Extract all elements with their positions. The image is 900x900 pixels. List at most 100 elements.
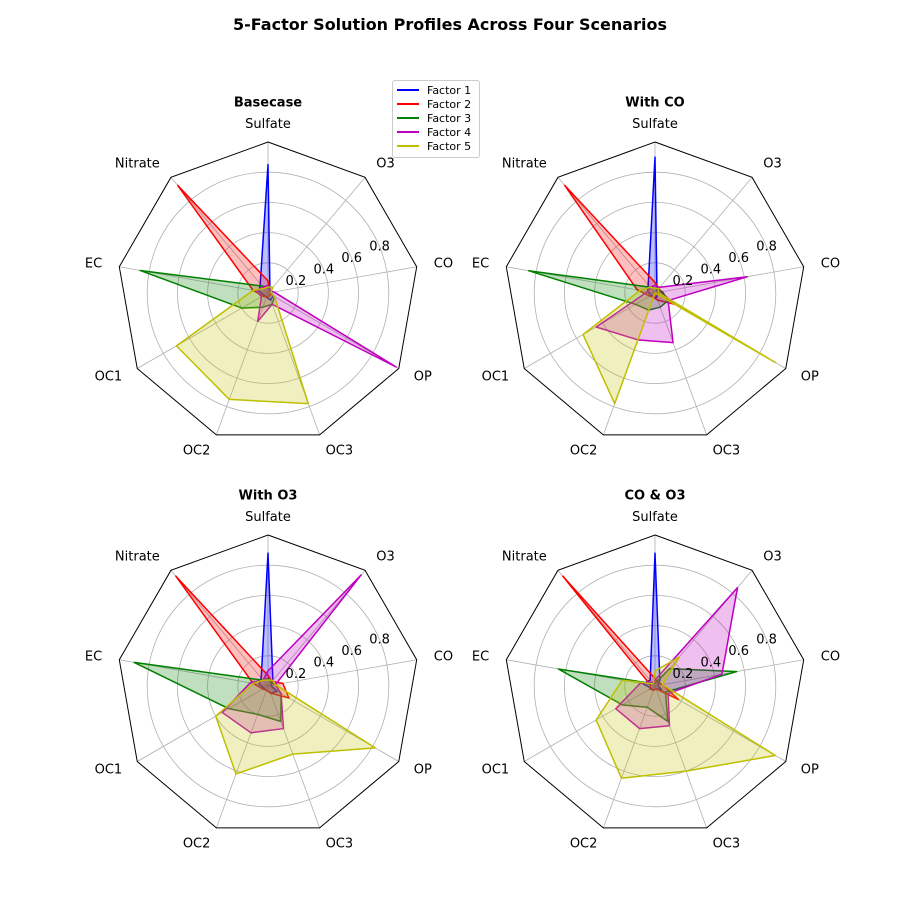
legend-label: Factor 3 <box>427 111 472 125</box>
radial-tick-label: 0.2 <box>286 667 307 682</box>
axis-label-oc2: OC2 <box>570 837 598 852</box>
legend-label: Factor 5 <box>427 139 472 153</box>
spoke-gridline <box>267 177 366 294</box>
radial-tick-label: 0.4 <box>313 262 334 277</box>
legend-swatch-factor-2 <box>397 103 419 105</box>
radial-tick-label: 0.4 <box>700 262 721 277</box>
axis-label-op: OP <box>801 370 819 385</box>
series-factor-5 <box>214 679 376 775</box>
axis-label-o3: O3 <box>376 550 395 565</box>
axis-label-oc1: OC1 <box>95 763 123 778</box>
series-factor-5 <box>595 656 777 779</box>
spoke-gridline <box>654 266 804 294</box>
axis-label-ec: EC <box>85 649 102 664</box>
legend-swatch-factor-4 <box>397 131 419 133</box>
spoke-gridline <box>267 685 321 829</box>
axis-label-oc1: OC1 <box>482 763 510 778</box>
radial-tick-label: 0.6 <box>728 251 749 266</box>
axis-label-oc3: OC3 <box>326 837 354 852</box>
series-factor-3 <box>557 667 738 723</box>
axis-label-oc3: OC3 <box>326 444 354 459</box>
radial-tick-label: 0.2 <box>673 667 694 682</box>
legend-item-factor-4: Factor 4 <box>397 125 475 139</box>
series-factor-2 <box>562 575 680 701</box>
legend-label: Factor 2 <box>427 97 472 111</box>
subplot-title: With O3 <box>239 489 298 504</box>
legend-swatch-factor-5 <box>397 145 419 147</box>
spoke-gridline <box>267 659 417 687</box>
radial-tick-label: 0.8 <box>369 632 390 647</box>
subplot-title: CO & O3 <box>624 489 685 504</box>
legend: Factor 1 Factor 2 Factor 3 Factor 4 Fact… <box>392 80 480 158</box>
legend-item-factor-3: Factor 3 <box>397 111 475 125</box>
spoke-gridline <box>524 292 656 369</box>
axis-label-co: CO <box>821 256 840 271</box>
spoke-gridline <box>602 685 656 829</box>
spoke-gridline <box>137 292 269 369</box>
axis-label-op: OP <box>414 763 432 778</box>
axis-label-ec: EC <box>85 256 102 271</box>
radar-frame <box>118 141 418 436</box>
legend-swatch-factor-1 <box>397 89 419 91</box>
legend-item-factor-1: Factor 1 <box>397 83 475 97</box>
spoke-gridline <box>524 685 656 762</box>
spoke-gridline <box>654 659 804 687</box>
radial-tick-label: 0.8 <box>756 632 777 647</box>
spoke-gridline <box>215 685 269 829</box>
legend-label: Factor 4 <box>427 125 472 139</box>
axis-label-oc3: OC3 <box>713 837 741 852</box>
axis-label-o3: O3 <box>763 550 782 565</box>
axis-label-nitrate: Nitrate <box>502 550 547 565</box>
radial-tick-label: 0.6 <box>341 644 362 659</box>
spoke-gridline <box>654 685 708 829</box>
axis-label-oc2: OC2 <box>570 444 598 459</box>
axis-label-o3: O3 <box>763 157 782 172</box>
suptitle: 5-Factor Solution Profiles Across Four S… <box>233 15 667 34</box>
axis-label-op: OP <box>801 763 819 778</box>
radar-panel-with-co: Sulfate O3 CO OP OC3 OC2 OC1 EC Nitrate 0.2 0.4 0.6… <box>472 96 840 459</box>
axis-label-nitrate: Nitrate <box>115 550 160 565</box>
axis-label-oc3: OC3 <box>713 444 741 459</box>
spoke-gridline <box>267 266 417 294</box>
radar-frame <box>118 534 418 829</box>
axis-label-oc2: OC2 <box>183 837 211 852</box>
spoke-gridline <box>170 570 269 687</box>
spoke-gridline <box>654 177 753 294</box>
radial-tick-label: 0.6 <box>341 251 362 266</box>
radar-frame <box>505 141 805 436</box>
series-factor-5 <box>582 286 777 405</box>
spoke-gridline <box>267 292 321 436</box>
axis-label-ec: EC <box>472 649 489 664</box>
spoke-gridline <box>267 685 399 762</box>
axis-label-sulfate: Sulfate <box>245 117 291 132</box>
radar-panel-co-o3: Sulfate O3 CO OP OC3 OC2 OC1 EC Nitrate 0.2 0.4 0.6… <box>472 489 840 852</box>
spoke-gridline <box>170 177 269 294</box>
series-factor-4 <box>595 275 748 344</box>
spoke-gridline <box>215 292 269 436</box>
radial-tick-label: 0.2 <box>673 274 694 289</box>
radar-frame <box>505 534 805 829</box>
subplot-title: With CO <box>625 96 684 111</box>
spoke-gridline <box>137 685 269 762</box>
axis-label-op: OP <box>414 370 432 385</box>
legend-swatch-factor-3 <box>397 117 419 119</box>
axis-label-oc2: OC2 <box>183 444 211 459</box>
spoke-gridline <box>654 292 708 436</box>
radar-panel-with-o3: Sulfate O3 CO OP OC3 OC2 OC1 EC Nitrate 0.2 0.4 0.6… <box>85 489 453 852</box>
radial-tick-label: 0.4 <box>313 655 334 670</box>
series-factor-3 <box>527 269 669 311</box>
axis-label-sulfate: Sulfate <box>632 510 678 525</box>
axis-label-oc1: OC1 <box>482 370 510 385</box>
legend-item-factor-2: Factor 2 <box>397 97 475 111</box>
axis-label-co: CO <box>434 649 453 664</box>
axis-label-nitrate: Nitrate <box>502 157 547 172</box>
radial-tick-label: 0.2 <box>286 274 307 289</box>
axis-label-co: CO <box>434 256 453 271</box>
radial-tick-label: 0.6 <box>728 644 749 659</box>
axis-label-sulfate: Sulfate <box>245 510 291 525</box>
radial-tick-label: 0.8 <box>369 239 390 254</box>
series-factor-3 <box>133 661 282 723</box>
axis-label-co: CO <box>821 649 840 664</box>
